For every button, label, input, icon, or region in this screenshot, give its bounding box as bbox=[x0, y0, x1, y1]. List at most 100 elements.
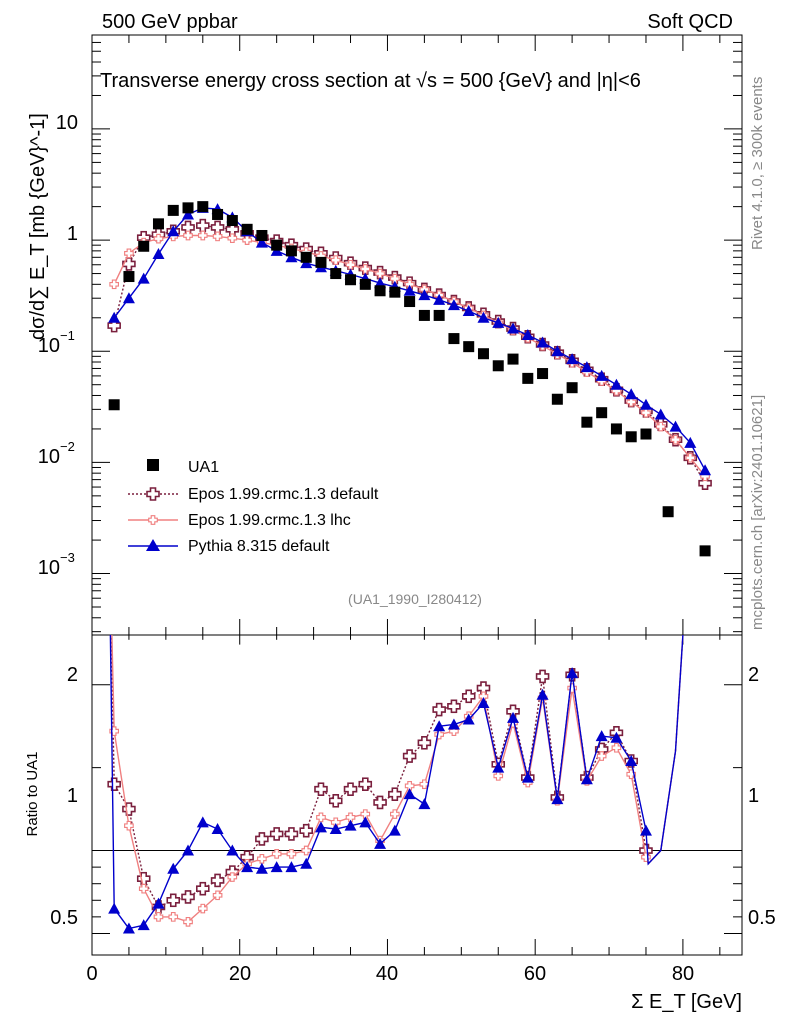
xtick-20: 20 bbox=[229, 963, 251, 985]
epos-lhc-point bbox=[109, 279, 120, 290]
epos-lhc-point bbox=[138, 883, 149, 894]
pythia-point bbox=[108, 311, 121, 323]
ua1-data-point bbox=[330, 268, 342, 280]
pythia-point bbox=[196, 816, 209, 828]
ua1-data-point bbox=[108, 399, 120, 411]
epos-default-point bbox=[284, 827, 299, 841]
ua1-data-point bbox=[389, 286, 401, 298]
ua1-data-point bbox=[271, 239, 283, 251]
pythia-point bbox=[669, 420, 682, 432]
pythia-point bbox=[241, 861, 254, 873]
ua1-data-point bbox=[640, 428, 652, 440]
analysis-id: (UA1_1990_I280412) bbox=[348, 591, 482, 607]
ua1-data-point bbox=[537, 368, 549, 380]
pythia-point bbox=[167, 862, 180, 874]
ytick-1e-3-exp: −3 bbox=[60, 550, 75, 565]
ua1-data-point bbox=[477, 348, 489, 360]
epos-default-point bbox=[210, 873, 225, 888]
ytick-1e-2-exp: −2 bbox=[60, 439, 75, 454]
pythia-point bbox=[477, 311, 490, 323]
pythia-point bbox=[654, 408, 667, 420]
xtick-80: 80 bbox=[672, 963, 694, 985]
epos-lhc-point bbox=[389, 809, 400, 819]
ua1-data-point bbox=[463, 341, 475, 353]
pythia-point bbox=[580, 361, 593, 373]
epos-default-point bbox=[122, 257, 136, 271]
epos-default-point bbox=[447, 699, 461, 714]
ua1-data-point bbox=[241, 223, 253, 235]
rtick-2-right: 2 bbox=[748, 664, 759, 686]
legend: UA1 Epos 1.99.crmc.1.3 default Epos 1.99… bbox=[128, 459, 379, 555]
pythia-point bbox=[610, 731, 623, 743]
epos-default-point bbox=[432, 702, 446, 717]
epos-lhc-point bbox=[168, 912, 179, 922]
ytick-1e-2-base: 10 bbox=[38, 446, 60, 468]
ua1-data-point bbox=[566, 382, 578, 394]
epos-default-point bbox=[535, 669, 550, 684]
pythia-point bbox=[551, 793, 564, 805]
epos-default-point bbox=[181, 890, 195, 904]
epos-default-point bbox=[402, 749, 417, 763]
pythia-point bbox=[566, 353, 579, 365]
epos-lhc-point bbox=[257, 853, 267, 864]
pythia-point bbox=[152, 897, 165, 909]
epos-lhc-point bbox=[611, 742, 622, 753]
epos-default-point bbox=[328, 794, 343, 808]
pythia-point bbox=[639, 824, 652, 836]
ua1-data-point bbox=[138, 240, 150, 252]
ua1-data-point bbox=[152, 218, 164, 230]
pythia-point bbox=[388, 824, 401, 836]
ratio-line-0 bbox=[110, 635, 684, 908]
epos-default-point bbox=[195, 881, 210, 896]
epos-default-point bbox=[269, 827, 284, 841]
pythia-point bbox=[137, 272, 150, 284]
ytick-10: 10 bbox=[56, 112, 78, 134]
pythia-point bbox=[625, 388, 638, 400]
main-plot-area bbox=[107, 201, 712, 557]
epos-lhc-point bbox=[493, 771, 504, 781]
y-axis-label: dσ/d∑ E_T [mb {GeV}^-1] bbox=[27, 113, 49, 340]
pythia-point bbox=[418, 798, 431, 810]
epos-default-point bbox=[388, 787, 402, 801]
ua1-data-point bbox=[285, 245, 297, 257]
pythia-point bbox=[374, 837, 387, 849]
rtick-1-left: 1 bbox=[67, 785, 78, 807]
pythia-point bbox=[270, 861, 283, 873]
pythia-point bbox=[595, 369, 608, 381]
pythia-point bbox=[625, 755, 638, 767]
pythia-point bbox=[447, 718, 460, 730]
ratio-y-label: Ratio to UA1 bbox=[24, 751, 41, 836]
epos-default-point bbox=[195, 218, 210, 233]
ua1-data-point bbox=[610, 423, 622, 435]
ua1-data-point bbox=[448, 333, 460, 345]
ua1-data-point bbox=[345, 274, 357, 286]
ua1-data-point bbox=[300, 251, 312, 263]
epos-lhc-point bbox=[153, 912, 164, 922]
pythia-point bbox=[699, 464, 712, 476]
ratio-tick-labels-right: 2 1 0.5 bbox=[748, 664, 776, 929]
ua1-data-point bbox=[492, 360, 504, 372]
pythia-point bbox=[403, 788, 416, 800]
pythia-point bbox=[566, 667, 579, 679]
pythia-point bbox=[255, 862, 268, 874]
ua1-data-point bbox=[596, 407, 608, 419]
pythia-point bbox=[285, 251, 298, 263]
ua1-data-point bbox=[123, 271, 135, 283]
ua1-data-point bbox=[522, 372, 534, 384]
pythia-point bbox=[182, 208, 195, 220]
pythia-point bbox=[433, 293, 446, 305]
pythia-point bbox=[329, 822, 342, 834]
pythia-point bbox=[580, 773, 593, 785]
legend-marker-epos-lhc bbox=[148, 515, 158, 525]
site-label: mcplots.cern.ch [arXiv:2401.10621] bbox=[749, 395, 766, 630]
pythia-point bbox=[507, 322, 520, 334]
x-axis-label: Σ E_T [GeV] bbox=[631, 991, 742, 1013]
pythia-point bbox=[108, 902, 121, 914]
epos-default-point bbox=[122, 802, 136, 816]
ua1-data-point bbox=[374, 285, 386, 297]
epos-default-point bbox=[299, 823, 314, 838]
pythia-point bbox=[226, 844, 239, 856]
legend-label-epos-lhc: Epos 1.99.crmc.1.3 lhc bbox=[188, 512, 351, 529]
pythia-point bbox=[639, 398, 652, 410]
